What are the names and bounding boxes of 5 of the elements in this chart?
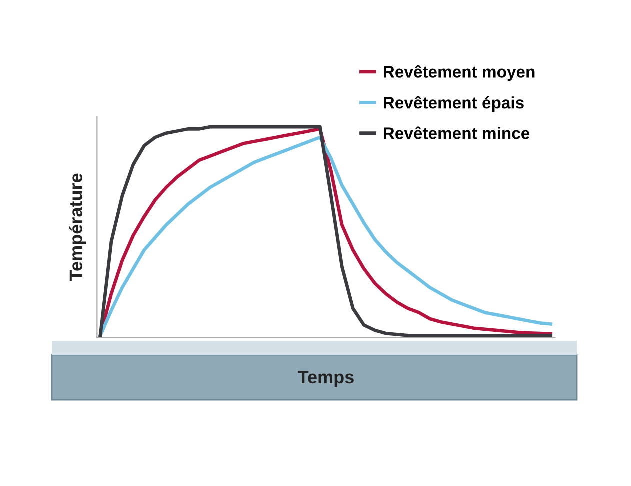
legend-label: Revêtement mince: [384, 126, 530, 140]
x-axis-title: Temps: [298, 371, 354, 388]
y-axis-title: Température: [69, 174, 86, 282]
legend-label: Revêtement épais: [384, 96, 524, 112]
legend-label: Revêtement moyen: [384, 65, 535, 82]
